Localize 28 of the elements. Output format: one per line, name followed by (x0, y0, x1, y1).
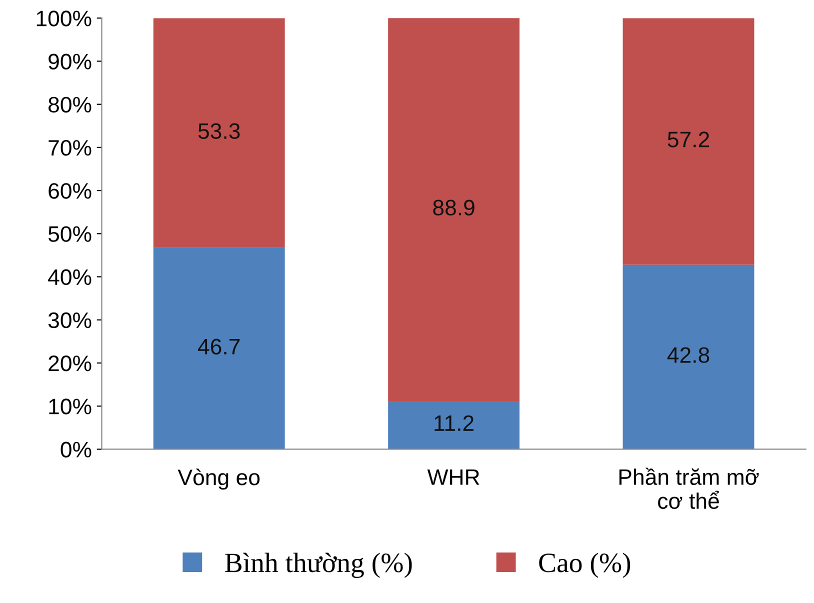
data-label: 11.2 (434, 415, 474, 431)
legend-label: Cao (%) (539, 552, 630, 578)
bar (622, 264, 754, 450)
bar (153, 18, 285, 248)
y-tick-label: 10% (49, 398, 92, 414)
x-tick-label: Phần trăm mỡ cơ thể (619, 468, 759, 509)
y-tick-label: 30% (48, 312, 92, 328)
y-tick-label: 0% (60, 442, 92, 458)
y-tick-label: 100% (36, 10, 92, 26)
data-label: 57.2 (668, 132, 710, 148)
data-label: 88.9 (433, 200, 474, 216)
data-label: 46.7 (198, 338, 240, 355)
y-tick-label: 70% (48, 140, 92, 156)
x-tick-label: WHR (427, 469, 480, 485)
y-tick-label: 40% (48, 269, 92, 286)
x-tick-label: Vòng eo (178, 468, 260, 490)
bar (388, 400, 520, 450)
bar (388, 18, 520, 401)
y-tick-label: 20% (48, 356, 92, 372)
bar (622, 18, 754, 265)
data-label: 42.8 (667, 347, 710, 363)
y-tick-label: 90% (48, 54, 92, 70)
y-tick-label: 60% (48, 183, 92, 199)
data-label: 53.3 (198, 123, 240, 139)
legend-label: Bình thường (%) (225, 552, 412, 578)
bar (153, 248, 285, 450)
y-tick-label: 50% (48, 226, 92, 242)
y-tick-label: 80% (48, 96, 92, 113)
